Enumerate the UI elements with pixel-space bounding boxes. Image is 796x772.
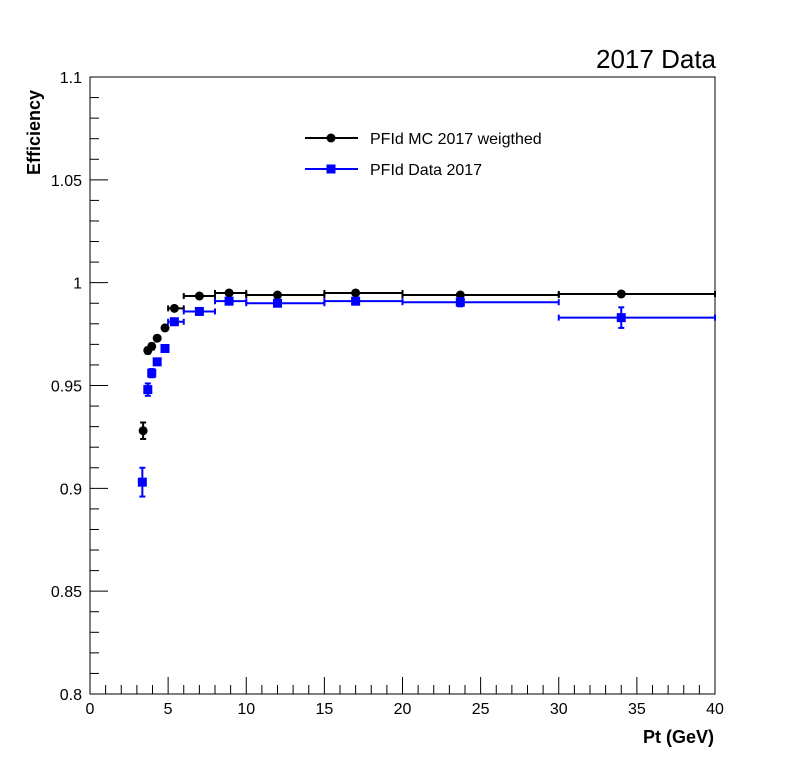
data-point-marker — [616, 289, 626, 299]
data-point-marker — [169, 317, 179, 327]
y-tick-label: 0.8 — [60, 687, 82, 704]
data-point-marker — [160, 343, 170, 353]
x-tick-label: 30 — [550, 701, 568, 718]
y-tick-label: 1.1 — [60, 70, 82, 87]
data-point-marker — [273, 298, 282, 308]
legend: PFId MC 2017 weigthed PFId Data 2017 — [305, 131, 542, 179]
data-point-marker — [224, 296, 234, 306]
data-point-marker — [143, 385, 153, 395]
x-tick-label: 25 — [472, 701, 490, 718]
data-point-marker — [160, 323, 170, 333]
data-point-marker — [351, 288, 361, 298]
y-tick-label: 1.05 — [51, 173, 82, 190]
legend-label: PFId Data 2017 — [370, 162, 482, 179]
data-point-marker — [152, 333, 162, 343]
x-tick-label: 15 — [315, 701, 333, 718]
legend-label: PFId MC 2017 weigthed — [370, 131, 542, 148]
legend-marker — [326, 133, 336, 143]
x-tick-label: 20 — [394, 701, 412, 718]
legend-marker — [326, 164, 336, 174]
data-point-marker — [616, 313, 626, 323]
data-marks-group — [137, 288, 716, 498]
data-point-marker — [169, 303, 179, 313]
series-mc — [138, 288, 716, 440]
y-tick-label: 0.85 — [51, 584, 82, 601]
data-point-marker — [137, 477, 147, 487]
y-tick-label: 0.9 — [60, 481, 82, 498]
data-point-marker — [194, 291, 204, 301]
data-point-marker — [351, 296, 361, 306]
data-point-marker — [138, 426, 148, 436]
y-tick-label: 1 — [73, 276, 82, 293]
data-point-marker — [194, 306, 204, 316]
axes-group: 0 5 10 15 20 25 30 35 40 0.8 0.85 0.9 0.95 1 1.05 1.1 — [51, 70, 724, 718]
data-point-marker — [224, 288, 234, 298]
x-tick-label: 0 — [86, 701, 95, 718]
y-axis-label: Efficiency — [24, 90, 44, 175]
x-axis-label: Pt (GeV) — [643, 727, 714, 747]
data-point-marker — [273, 290, 282, 300]
chart-title: 2017 Data — [596, 44, 716, 74]
data-point-marker — [152, 357, 162, 367]
data-point-marker — [147, 368, 157, 378]
x-tick-label: 35 — [628, 701, 646, 718]
series-data — [137, 296, 716, 498]
x-tick-label: 10 — [237, 701, 255, 718]
data-point-marker — [455, 297, 465, 307]
legend-item: PFId MC 2017 weigthed — [305, 131, 542, 148]
data-point-marker — [147, 341, 157, 351]
x-tick-label: 5 — [164, 701, 173, 718]
y-tick-label: 0.95 — [51, 379, 82, 396]
x-tick-label: 40 — [706, 701, 724, 718]
legend-item: PFId Data 2017 — [305, 162, 482, 179]
